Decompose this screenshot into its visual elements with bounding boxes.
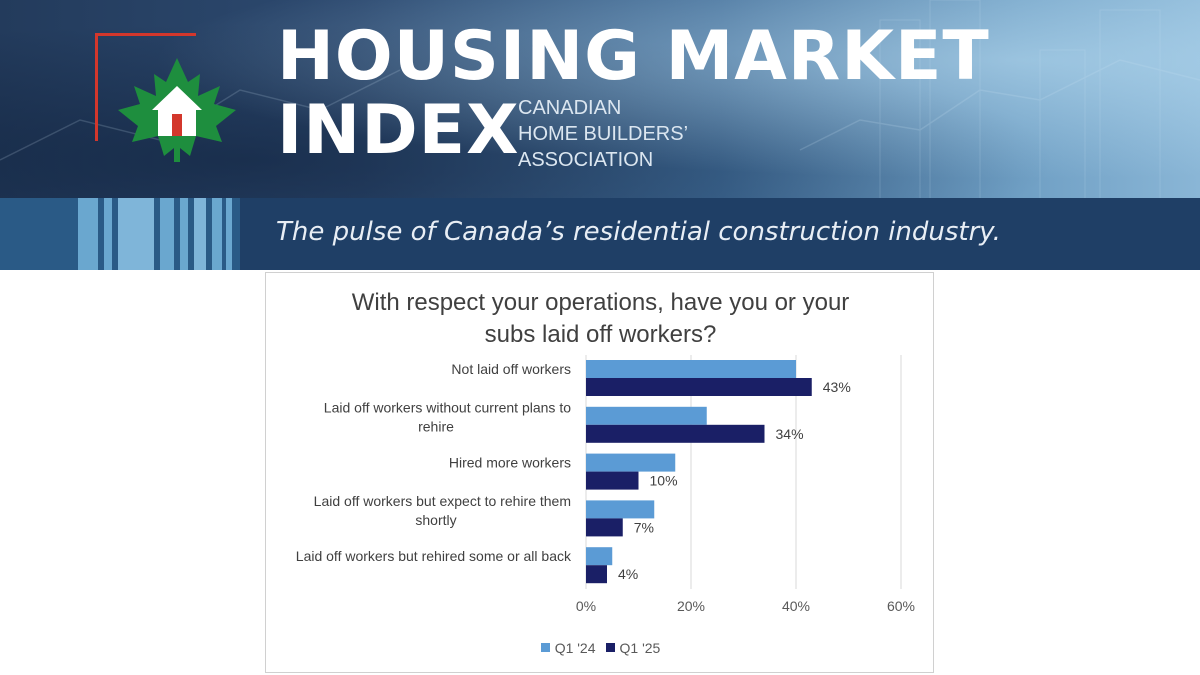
data-label: 7% [634,519,654,535]
chart-legend: Q1 '24 Q1 '25 [266,639,935,656]
bar-q1-25 [586,378,812,396]
banner-tagline: The pulse of Canada’s residential constr… [276,217,1001,247]
header-banner: HOUSING MARKET INDEX CANADIAN HOME BUILD… [0,0,1200,270]
bar-q1-25 [586,424,765,443]
org-line-2: HOME BUILDERS’ [518,123,689,145]
bar-q1-24 [586,453,676,472]
category-label: rehire [418,418,454,434]
bar-q1-25 [586,471,639,490]
org-line-3: ASSOCIATION [518,149,654,171]
legend-item: Q1 '24 [540,639,596,656]
maple-leaf-house-icon [118,58,236,162]
chart-panel: With respect your operations, have you o… [265,272,934,673]
legend-label: Q1 '25 [619,639,661,656]
chart-title: With respect your operations, have you o… [266,287,935,351]
strip-bar-decoration [0,198,240,270]
legend-swatch [605,643,615,652]
logo-red-frame [95,33,196,141]
x-tick-label: 0% [576,598,596,614]
org-line-1: CANADIAN [518,97,622,119]
bar-q1-24 [586,406,707,425]
category-label: Not laid off workers [451,361,571,377]
bar-q1-24 [586,500,655,519]
data-label: 4% [618,566,638,582]
chart-title-line-1: With respect your operations, have you o… [351,289,850,316]
x-tick-label: 40% [782,598,810,614]
city-skyline-decoration [0,0,1200,200]
category-label: Laid off workers but rehired some or all… [296,548,572,564]
bar-q1-24 [586,360,796,378]
bar-q1-25 [586,518,623,537]
category-label: shortly [415,512,456,528]
legend-item: Q1 '25 [605,639,661,656]
category-label: Laid off workers but expect to rehire th… [314,493,571,509]
legend-swatch [540,643,550,652]
data-label: 34% [776,426,804,442]
bar-q1-25 [586,565,607,584]
data-label: 10% [650,473,678,489]
banner-title-line2: INDEX [277,91,520,170]
data-label: 43% [823,379,851,395]
x-tick-label: 20% [677,598,705,614]
chart-title-line-2: subs laid off workers? [484,321,717,348]
x-tick-label: 60% [887,598,915,614]
bar-chart: 0% 20% 40% 60% 43% Not laid off workers 34% Lai… [296,355,915,614]
legend-label: Q1 '24 [554,639,596,656]
bar-q1-24 [586,547,613,566]
category-label: Laid off workers without current plans t… [324,399,571,415]
category-label: Hired more workers [449,455,571,471]
banner-title-line1: HOUSING MARKET [277,17,990,96]
organization-name: CANADIAN HOME BUILDERS’ ASSOCIATION [518,95,688,173]
